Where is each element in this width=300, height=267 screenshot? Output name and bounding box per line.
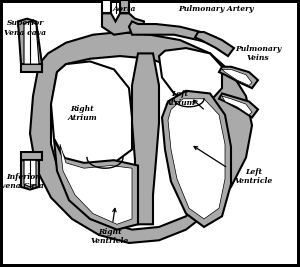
Polygon shape [219,93,258,117]
Polygon shape [51,56,225,230]
Polygon shape [21,64,42,72]
Polygon shape [129,21,216,45]
Polygon shape [21,160,39,190]
Polygon shape [24,21,39,64]
Text: Right
Ventricle: Right Ventricle [90,228,129,245]
Polygon shape [102,13,144,35]
Text: Aorta: Aorta [113,5,136,13]
Polygon shape [3,3,297,264]
Polygon shape [18,19,42,64]
Polygon shape [168,99,225,219]
Text: Pulmonary
Veins: Pulmonary Veins [235,45,281,62]
Polygon shape [132,53,159,224]
Polygon shape [219,67,258,88]
Text: Inferior
vena Cava: Inferior vena Cava [1,173,44,190]
Polygon shape [162,91,231,227]
Text: Superior
Vena cava: Superior Vena cava [4,19,47,37]
Polygon shape [21,152,42,160]
Polygon shape [195,32,234,56]
Polygon shape [51,61,132,166]
Polygon shape [222,69,252,85]
Polygon shape [120,0,129,13]
Text: Pulmonary Artery: Pulmonary Artery [178,5,254,13]
Text: Left
Atrium: Left Atrium [165,90,195,107]
Polygon shape [60,144,132,224]
Polygon shape [30,32,252,243]
Polygon shape [24,160,36,187]
Text: Left
Ventricle: Left Ventricle [234,168,273,185]
Polygon shape [159,48,222,104]
Polygon shape [222,96,252,115]
Text: Right
Atrium: Right Atrium [68,105,98,122]
Polygon shape [102,0,111,13]
Polygon shape [54,139,138,230]
